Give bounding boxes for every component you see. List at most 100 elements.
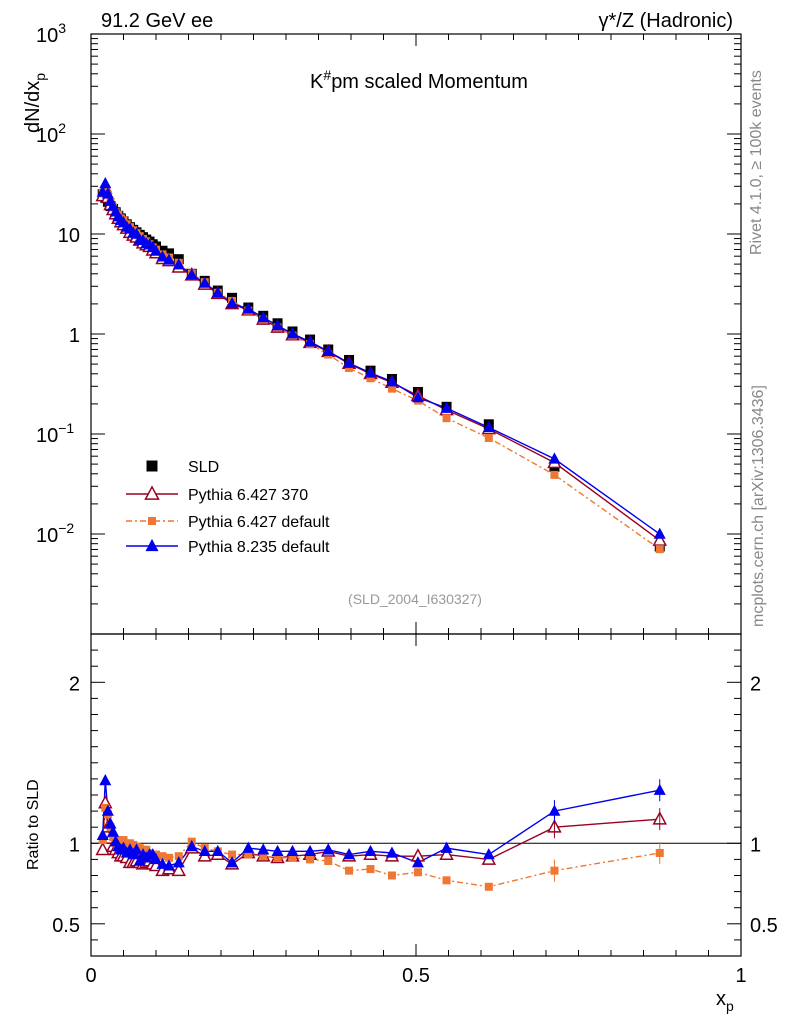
main-line-pythia-6-427-370	[102, 185, 661, 541]
data-markers	[95, 177, 668, 891]
ratio-line-pythia-6-427-default	[102, 807, 660, 888]
ratio-marker-pythia-6-427-default	[165, 853, 173, 862]
ratio-marker-pythia-8-235-default	[257, 843, 270, 855]
ratio-marker-pythia-8-235-default	[99, 774, 112, 786]
ratio-marker-pythia-8-235-default	[286, 844, 299, 857]
ratio-marker-pythia-8-235-default	[322, 843, 335, 855]
y-tick-label: 103	[36, 20, 66, 47]
ratio-marker-pythia-8-235-default	[226, 856, 239, 868]
legend: SLD Pythia 6.427 370 Pythia 6.427 default P…	[126, 459, 330, 556]
ratio-marker-pythia-6-427-default	[228, 850, 237, 859]
main-marker-pythia-8-235-default	[322, 344, 335, 356]
ratio-marker-pythia-6-427-default	[158, 852, 167, 861]
main-marker-pythia-6-427-default	[387, 384, 396, 393]
ratio-y-tick-label: 1	[69, 834, 80, 856]
x-tick-label: 0	[85, 965, 96, 987]
legend-label-sld: SLD	[188, 459, 219, 476]
main-marker-pythia-6-427-370	[652, 532, 668, 546]
series-lines	[102, 180, 661, 888]
ratio-marker-pythia-6-427-default	[288, 853, 297, 862]
main-marker-pythia-8-235-default	[482, 420, 495, 433]
chart-title-rest: pm scaled Momentum	[331, 71, 528, 93]
ratio-y-tick-label: 2	[69, 673, 80, 695]
ratio-marker-pythia-8-235-default	[107, 825, 120, 837]
ratio-marker-pythia-8-235-default	[150, 852, 162, 865]
rivet-version-label: Rivet 4.1.0, ≥ 100k events	[748, 70, 765, 255]
ratio-y-tick-label-right: 2	[750, 673, 761, 695]
ratio-marker-pythia-8-235-default	[211, 844, 224, 857]
main-marker-pythia-8-235-default	[411, 391, 424, 403]
ratio-marker-pythia-6-427-default	[413, 868, 422, 877]
chart-title: K#pm scaled Momentum	[310, 67, 528, 93]
main-marker-pythia-8-235-default	[271, 319, 284, 331]
main-marker-pythia-8-235-default	[440, 401, 453, 413]
ratio-marker-pythia-8-235-default	[163, 859, 175, 871]
ratio-marker-pythia-6-427-default	[259, 852, 268, 861]
main-marker-pythia-8-235-default	[257, 311, 270, 323]
main-marker-pythia-8-235-default	[185, 268, 198, 280]
ratio-y-tick-label-right: 1	[750, 834, 761, 856]
header-left-label: 91.2 GeV ee	[101, 10, 213, 32]
ratio-marker-pythia-8-235-default	[185, 840, 198, 852]
legend-label-pythia-6-427-370: Pythia 6.427 370	[188, 487, 308, 504]
ratio-y-tick-label: 0.5	[52, 915, 80, 937]
header-right-label: γ*/Z (Hadronic)	[599, 10, 733, 32]
ratio-y-axis-label: Ratio to SLD	[25, 779, 42, 870]
y-axis-label: dN/dxp	[22, 73, 48, 133]
ratio-marker-pythia-8-235-default	[385, 846, 398, 858]
main-marker-pythia-8-235-default	[156, 250, 169, 262]
main-marker-pythia-6-427-default	[550, 470, 559, 479]
legend-marker-pythia-8-235-default	[145, 538, 159, 552]
ratio-marker-pythia-6-427-370	[439, 846, 454, 861]
ratio-marker-pythia-8-235-default	[364, 844, 377, 857]
main-line-pythia-8-235-default	[102, 180, 661, 535]
ratio-marker-pythia-6-427-default	[387, 871, 396, 880]
y-tick-label: 102	[36, 120, 66, 147]
legend-marker-sld	[146, 460, 158, 472]
ratio-marker-pythia-8-235-default	[96, 828, 109, 840]
main-marker-pythia-6-427-default	[655, 545, 664, 554]
ratio-marker-pythia-6-427-default	[366, 865, 375, 874]
ratio-panel-frame	[90, 633, 742, 957]
x-tick-label: 0.5	[402, 965, 430, 987]
ratio-marker-pythia-6-427-default	[306, 855, 315, 864]
main-marker-pythia-8-235-default	[242, 302, 255, 314]
ratio-marker-pythia-8-235-default	[133, 854, 146, 866]
ratio-marker-pythia-6-427-default	[273, 853, 282, 862]
main-marker-pythia-8-235-default	[304, 335, 317, 347]
main-marker-pythia-8-235-default	[653, 527, 666, 539]
legend-label-pythia-8-235-default: Pythia 8.235 default	[188, 539, 330, 556]
x-tick-label: 1	[735, 965, 746, 987]
legend-marker-pythia-6-427-370	[144, 485, 160, 500]
ratio-marker-pythia-6-427-default	[345, 866, 354, 875]
main-marker-pythia-8-235-default	[343, 356, 356, 368]
chart-title-sup: #	[323, 67, 331, 83]
main-marker-pythia-8-235-default	[163, 253, 175, 265]
ratio-marker-pythia-8-235-default	[130, 843, 143, 855]
legend-label-pythia-6-427-default: Pythia 6.427 default	[188, 514, 330, 531]
main-marker-pythia-8-235-default	[99, 177, 112, 189]
ratio-marker-pythia-8-235-default	[101, 804, 114, 816]
ratio-marker-pythia-8-235-default	[482, 848, 495, 860]
axis-ticks: 0 0.5 1 10−2 10−1 1 10 102 103 0.5 0.5 1 1 2 2	[36, 20, 778, 987]
y-tick-label: 10	[58, 225, 80, 247]
legend-marker-pythia-6-427-default	[148, 517, 156, 525]
main-marker-pythia-8-235-default	[150, 244, 162, 256]
ratio-marker-pythia-8-235-default	[271, 844, 284, 857]
ratio-marker-pythia-8-235-default	[343, 848, 356, 860]
ratio-line-pythia-6-427-370	[102, 802, 660, 872]
main-marker-pythia-8-235-default	[548, 452, 561, 464]
x-axis-label-main: x	[716, 988, 726, 1010]
y-tick-label: 10−2	[36, 520, 74, 547]
analysis-tag: (SLD_2004_I630327)	[348, 591, 482, 607]
ratio-marker-pythia-8-235-default	[198, 844, 211, 857]
main-marker-pythia-8-235-default	[364, 366, 377, 378]
x-axis-label: xp	[716, 988, 734, 1014]
y-axis-label-sub: p	[32, 73, 48, 81]
ratio-marker-pythia-8-235-default	[440, 841, 453, 853]
ratio-marker-pythia-8-235-default	[304, 844, 317, 857]
main-marker-pythia-8-235-default	[211, 286, 224, 298]
ratio-marker-pythia-6-427-default	[101, 803, 110, 812]
ratio-marker-pythia-6-427-default	[484, 882, 493, 891]
